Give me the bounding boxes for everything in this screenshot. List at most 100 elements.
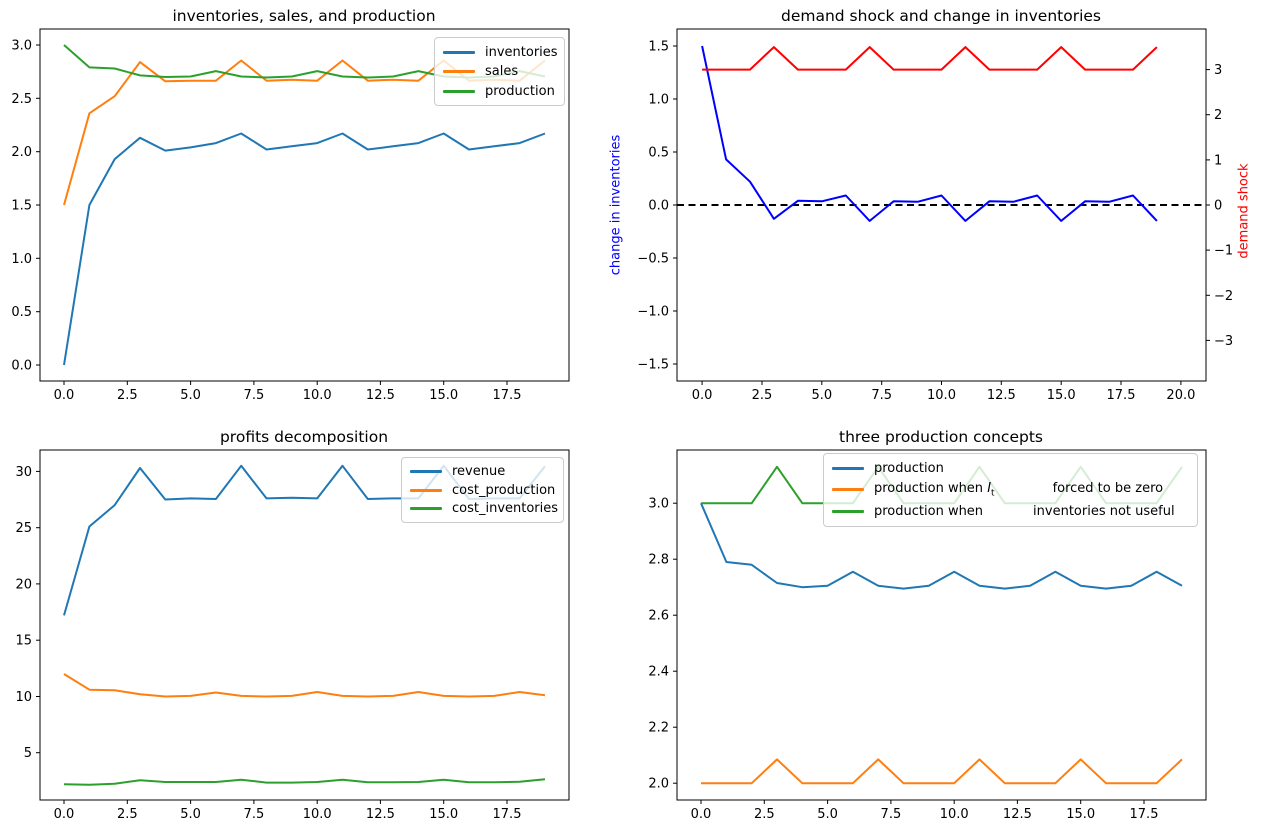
title-demand-shock-change-inventories: demand shock and change in inventories xyxy=(781,7,1101,25)
series-production_when_It_forced_to_zero xyxy=(701,758,1183,785)
legend-label: sales xyxy=(485,64,518,79)
legend-label-part: production when xyxy=(874,481,988,497)
legend-inventories-sales-production: inventories sales production xyxy=(434,37,565,106)
legend-label: inventories xyxy=(485,45,558,60)
y-tick-label: −1.5 xyxy=(637,358,669,373)
series-change_in_inventories xyxy=(701,45,1158,222)
y-tick-label: 2.6 xyxy=(648,609,669,624)
legend-label-part: sales xyxy=(485,64,519,79)
chart-three-production-concepts: 0.0 2.5 5.0 7.5 10.0 12.5 15.0 17.5 2.0 2.2 2.4 2.6… xyxy=(648,449,1207,822)
x-tick-label: 2.5 xyxy=(754,807,775,822)
legend-label-part: revenue xyxy=(452,463,506,479)
chart-demand-shock-change-inventories: 0.0 2.5 5.0 7.5 10.0 12.5 15.0 17.5 20.0−1.5−1.0… xyxy=(637,28,1233,403)
legend-label-part: production xyxy=(874,461,944,477)
title-inventories-sales-production: inventories, sales, and production xyxy=(172,7,436,25)
x-tick-label: 7.5 xyxy=(244,388,265,403)
legend-line-sample xyxy=(410,507,442,511)
legend-item: production when It forced to be zero xyxy=(832,481,1189,499)
x-tick-label: 17.5 xyxy=(1130,807,1159,822)
legend-label-part: cost_production xyxy=(452,482,556,498)
legend-label-part: cost_inventories xyxy=(452,501,559,517)
x-tick-label: 2.5 xyxy=(117,388,138,403)
ylabel-change-in-inventories: change in inventories xyxy=(608,134,624,276)
legend-label: cost_inventories xyxy=(452,501,558,516)
x-tick-label: 0.0 xyxy=(54,807,75,822)
y-tick-label: 2.5 xyxy=(11,92,32,107)
right-y-tick-label: 0 xyxy=(1214,199,1222,214)
y-tick-label: 25 xyxy=(15,521,32,536)
series-cost_production xyxy=(63,673,546,698)
x-tick-label: 7.5 xyxy=(244,807,265,822)
legend-label-part: production when xyxy=(874,503,984,519)
x-tick-label: 17.5 xyxy=(1107,388,1136,403)
x-tick-label: 12.5 xyxy=(987,388,1016,403)
series-inventories xyxy=(63,132,546,366)
y-tick-label: −0.5 xyxy=(637,252,669,267)
x-tick-label: 7.5 xyxy=(881,807,902,822)
x-tick-label: 5.0 xyxy=(180,807,201,822)
x-tick-label: 17.5 xyxy=(493,388,522,403)
right-y-tick-label: −3 xyxy=(1214,334,1233,349)
legend-line-sample xyxy=(832,509,864,513)
right-y-tick-label: 3 xyxy=(1214,63,1222,78)
legend-line-sample xyxy=(832,467,864,471)
x-tick-label: 15.0 xyxy=(429,388,458,403)
legend-label: revenue xyxy=(452,464,505,479)
y-tick-label: 3.0 xyxy=(11,39,32,54)
axes-frame xyxy=(39,449,570,801)
right-y-tick-label: 1 xyxy=(1214,153,1222,168)
axes-frame xyxy=(676,449,1207,801)
y-tick-label: 0.5 xyxy=(11,305,32,320)
y-tick-label: 1.5 xyxy=(648,40,669,55)
x-tick-label: 0.0 xyxy=(54,388,75,403)
legend-line-sample xyxy=(832,488,864,492)
y-tick-label: 2.0 xyxy=(648,777,669,792)
legend-label: cost_production xyxy=(452,483,555,498)
x-tick-label: 10.0 xyxy=(303,807,332,822)
legend-label-part: forced to be zero xyxy=(1052,481,1164,497)
legend-label-part: production xyxy=(485,83,555,99)
chart-inventories-sales-production: 0.0 2.5 5.0 7.5 10.0 12.5 15.0 17.5 0.0 0.5 1.0 1.5… xyxy=(11,28,570,403)
series-cost_inventories xyxy=(63,778,546,786)
legend-item: sales xyxy=(443,64,556,79)
legend-item: production when inventories not useful xyxy=(832,504,1189,519)
legend-label: production xyxy=(874,461,944,476)
x-tick-label: 17.5 xyxy=(493,807,522,822)
legend-label-part: inventories not useful xyxy=(1033,503,1175,519)
legend-profits-decomposition: revenue cost_production cost_inventories xyxy=(401,457,564,523)
x-tick-label: 0.0 xyxy=(692,388,713,403)
legend-item: revenue xyxy=(410,464,555,479)
legend-item: cost_production xyxy=(410,483,555,498)
legend-label: production when inventories not useful xyxy=(874,504,1175,519)
y-tick-label: 2.8 xyxy=(648,553,669,568)
x-tick-label: 15.0 xyxy=(1066,807,1095,822)
x-tick-label: 15.0 xyxy=(1047,388,1076,403)
x-tick-label: 12.5 xyxy=(366,807,395,822)
x-tick-label: 0.0 xyxy=(691,807,712,822)
x-tick-label: 5.0 xyxy=(180,388,201,403)
y-tick-label: 2.4 xyxy=(648,665,669,680)
title-three-production-concepts: three production concepts xyxy=(839,428,1043,446)
series-demand_shock xyxy=(702,46,1158,71)
y-tick-label: −1.0 xyxy=(637,305,669,320)
y-tick-label: 0.0 xyxy=(648,199,669,214)
y-tick-label: 10 xyxy=(15,690,32,705)
y-tick-label: 0.5 xyxy=(648,146,669,161)
x-tick-label: 2.5 xyxy=(752,388,773,403)
y-tick-label: 1.5 xyxy=(11,199,32,214)
x-tick-label: 10.0 xyxy=(303,388,332,403)
ylabel-demand-shock: demand shock xyxy=(1236,163,1252,259)
x-tick-label: 2.5 xyxy=(117,807,138,822)
x-tick-label: 10.0 xyxy=(940,807,969,822)
legend-label: production xyxy=(485,84,555,99)
x-tick-label: 12.5 xyxy=(1003,807,1032,822)
y-tick-label: 0.0 xyxy=(11,359,32,374)
x-tick-label: 12.5 xyxy=(366,388,395,403)
right-y-tick-label: −2 xyxy=(1214,289,1233,304)
x-tick-label: 5.0 xyxy=(817,807,838,822)
x-tick-label: 10.0 xyxy=(927,388,956,403)
y-tick-label: 20 xyxy=(15,577,32,592)
legend-line-sample xyxy=(443,50,475,54)
